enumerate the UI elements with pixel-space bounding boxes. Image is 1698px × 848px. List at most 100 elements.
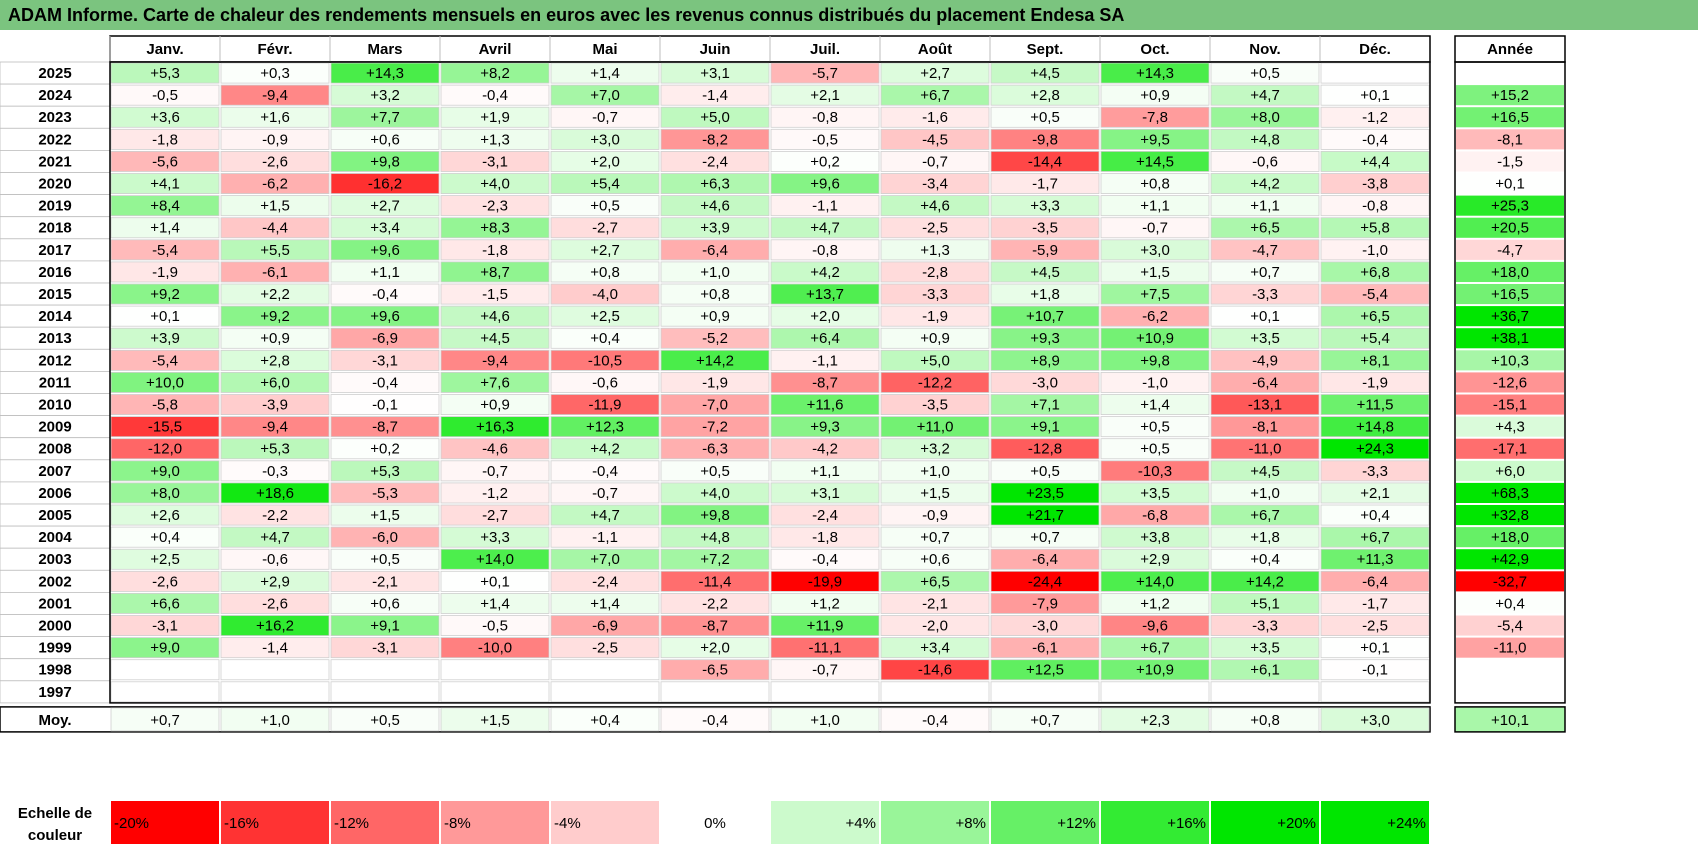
heat-cell bbox=[880, 106, 990, 128]
year-label-2018: 2018 bbox=[38, 220, 71, 237]
heat-cell-value: +2,2 bbox=[260, 286, 290, 303]
heat-cell-value: +21,7 bbox=[1026, 507, 1064, 524]
heat-cell bbox=[1100, 394, 1210, 416]
heat-cell bbox=[1210, 504, 1320, 526]
heat-cell-value: -9,4 bbox=[482, 352, 508, 369]
heat-cell bbox=[110, 681, 220, 703]
heat-cell-value: +0,5 bbox=[1140, 419, 1170, 436]
heat-cell bbox=[770, 438, 880, 460]
heat-cell-value: +7,1 bbox=[1030, 397, 1060, 414]
heat-cell-value: +0,6 bbox=[920, 551, 950, 568]
heat-cell-value: -5,8 bbox=[152, 397, 178, 414]
heat-cell-value: +4,7 bbox=[260, 529, 290, 546]
heat-cell bbox=[1320, 261, 1430, 283]
heat-cell bbox=[1320, 195, 1430, 217]
year-label-2013: 2013 bbox=[38, 330, 71, 347]
average-cell-value: +1,5 bbox=[480, 712, 510, 729]
heat-cell-value: +9,8 bbox=[700, 507, 730, 524]
heat-cell bbox=[550, 327, 660, 349]
heat-cell-value: +6,7 bbox=[920, 87, 950, 104]
heat-cell bbox=[990, 460, 1100, 482]
heat-cell bbox=[110, 217, 220, 239]
heat-cell bbox=[660, 681, 770, 703]
heat-cell-value: +9,5 bbox=[1140, 131, 1170, 148]
heat-cell bbox=[1320, 371, 1430, 393]
heat-cell-value: +7,0 bbox=[590, 87, 620, 104]
heat-cell bbox=[1320, 128, 1430, 150]
heat-cell bbox=[1100, 84, 1210, 106]
heat-cell bbox=[770, 195, 880, 217]
heat-cell bbox=[330, 681, 440, 703]
heat-cell bbox=[1100, 261, 1210, 283]
heat-cell-value: +7,2 bbox=[700, 551, 730, 568]
heat-cell-value: -1,9 bbox=[702, 374, 728, 391]
heat-cell bbox=[770, 327, 880, 349]
year-label-2023: 2023 bbox=[38, 109, 71, 126]
heat-cell bbox=[1210, 283, 1320, 305]
heat-cell-value: -1,9 bbox=[922, 308, 948, 325]
heat-cell bbox=[990, 681, 1100, 703]
heat-cell bbox=[550, 84, 660, 106]
heat-cell bbox=[1100, 526, 1210, 548]
scale-swatch bbox=[991, 801, 1099, 844]
heat-cell-value: -2,0 bbox=[922, 618, 948, 635]
heat-cell bbox=[1210, 349, 1320, 371]
average-cell-value: +1,0 bbox=[260, 712, 290, 729]
heat-cell bbox=[990, 150, 1100, 172]
heat-cell bbox=[110, 239, 220, 261]
heat-cell-value: -3,8 bbox=[1362, 176, 1388, 193]
annual-cell bbox=[1456, 107, 1564, 128]
heat-cell bbox=[330, 349, 440, 371]
heat-cell bbox=[880, 681, 990, 703]
heat-cell bbox=[1100, 173, 1210, 195]
heat-cell bbox=[990, 84, 1100, 106]
heat-cell bbox=[330, 416, 440, 438]
year-label-2006: 2006 bbox=[38, 485, 71, 502]
heat-cell bbox=[1100, 62, 1210, 84]
year-label-2009: 2009 bbox=[38, 419, 71, 436]
heat-cell bbox=[550, 504, 660, 526]
heat-cell bbox=[990, 526, 1100, 548]
heat-cell-value: -14,6 bbox=[918, 662, 952, 679]
heat-cell bbox=[330, 526, 440, 548]
heat-cell bbox=[440, 504, 550, 526]
heat-cell bbox=[330, 438, 440, 460]
month-header-dec: Déc. bbox=[1359, 41, 1391, 58]
heat-cell-value: +4,2 bbox=[810, 264, 840, 281]
heat-cell bbox=[1320, 438, 1430, 460]
annual-cell-value: +32,8 bbox=[1491, 507, 1529, 524]
heat-cell bbox=[880, 239, 990, 261]
heat-cell-value: +2,7 bbox=[590, 242, 620, 259]
heat-cell-value: +5,5 bbox=[260, 242, 290, 259]
heat-cell bbox=[440, 526, 550, 548]
heat-cell-value: +3,6 bbox=[150, 109, 180, 126]
average-cell-value: +2,3 bbox=[1140, 712, 1170, 729]
year-label-2011: 2011 bbox=[39, 374, 72, 391]
heat-cell bbox=[880, 261, 990, 283]
heat-cell-value: +1,4 bbox=[1140, 397, 1170, 414]
heat-cell-value: -3,3 bbox=[1252, 618, 1278, 635]
heat-cell bbox=[220, 195, 330, 217]
annual-cell bbox=[1456, 239, 1564, 260]
heat-cell-value: -1,2 bbox=[1362, 109, 1388, 126]
heat-cell-value: +0,8 bbox=[590, 264, 620, 281]
heat-cell-value: -3,1 bbox=[152, 618, 178, 635]
heat-cell bbox=[880, 128, 990, 150]
heat-cell-value: +0,5 bbox=[590, 198, 620, 215]
heat-cell bbox=[1320, 570, 1430, 592]
heat-cell bbox=[440, 460, 550, 482]
annual-cell bbox=[1456, 527, 1564, 548]
heat-cell-value: -7,9 bbox=[1032, 595, 1058, 612]
annual-cell bbox=[1456, 372, 1564, 393]
heat-cell bbox=[220, 327, 330, 349]
heat-cell-value: -0,7 bbox=[812, 662, 838, 679]
heat-cell bbox=[330, 504, 440, 526]
heat-cell-value: -4,0 bbox=[592, 286, 618, 303]
scale-label: +8% bbox=[956, 815, 986, 832]
heat-cell-value: -3,1 bbox=[482, 153, 508, 170]
heat-cell-value: +4,6 bbox=[700, 198, 730, 215]
average-cell bbox=[770, 707, 880, 732]
heat-cell-value: -12,2 bbox=[918, 374, 952, 391]
heat-cell bbox=[330, 84, 440, 106]
average-cell-value: +0,4 bbox=[590, 712, 620, 729]
